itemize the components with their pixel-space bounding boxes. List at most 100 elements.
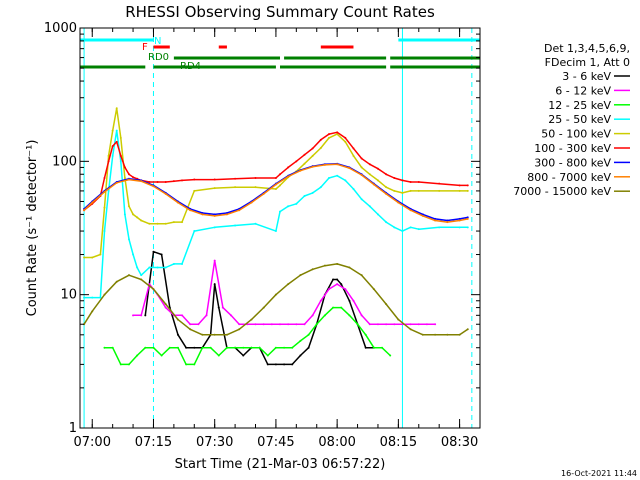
data-point-50-100-kev bbox=[115, 107, 118, 110]
data-point-6-12-kev bbox=[409, 323, 412, 326]
data-point-800-7000-kev bbox=[336, 163, 339, 166]
data-point-6-12-kev bbox=[393, 323, 396, 326]
data-point-3-6-kev bbox=[283, 363, 286, 366]
legend-header-line: FDecim 1, Att 0 bbox=[545, 56, 630, 69]
data-point-6-12-kev bbox=[303, 323, 306, 326]
data-point-50-100-kev bbox=[181, 221, 184, 224]
data-point-3-6-kev bbox=[213, 283, 216, 286]
data-point-25-50-kev bbox=[385, 221, 388, 224]
x-tick-label: 08:00 bbox=[318, 435, 355, 450]
data-point-6-12-kev bbox=[189, 323, 192, 326]
data-point-100-300-kev bbox=[385, 173, 388, 176]
data-point-50-100-kev bbox=[409, 189, 412, 192]
data-point-50-100-kev bbox=[140, 219, 143, 222]
data-point-3-6-kev bbox=[274, 363, 277, 366]
data-point-3-6-kev bbox=[217, 306, 220, 309]
data-point-50-100-kev bbox=[127, 205, 130, 208]
data-point-100-300-kev bbox=[319, 138, 322, 141]
data-point-7000-15000-kev bbox=[115, 280, 118, 283]
data-point-100-300-kev bbox=[279, 173, 281, 176]
data-point-50-100-kev bbox=[458, 189, 461, 192]
data-point-800-7000-kev bbox=[225, 213, 228, 216]
series-50-100-kev bbox=[83, 107, 469, 259]
data-point-12-25-kev bbox=[356, 323, 359, 326]
data-point-6-12-kev bbox=[213, 259, 216, 262]
data-point-6-12-kev bbox=[221, 306, 224, 309]
data-point-100-300-kev bbox=[287, 166, 290, 169]
data-point-6-12-kev bbox=[181, 314, 184, 317]
data-point-3-6-kev bbox=[332, 278, 335, 281]
data-point-50-100-kev bbox=[376, 179, 379, 182]
data-point-800-7000-kev bbox=[385, 192, 388, 195]
data-point-3-6-kev bbox=[307, 346, 310, 349]
data-point-50-100-kev bbox=[156, 222, 159, 225]
x-tick-label: 08:15 bbox=[380, 435, 417, 450]
data-point-6-12-kev bbox=[417, 323, 420, 326]
data-point-50-100-kev bbox=[119, 136, 122, 139]
data-point-800-7000-kev bbox=[409, 209, 412, 212]
series-line-12-25-kev bbox=[104, 306, 391, 366]
data-point-6-12-kev bbox=[425, 323, 428, 326]
series-6-12-kev bbox=[132, 259, 437, 326]
data-point-50-100-kev bbox=[368, 173, 371, 176]
series-line-100-300-kev bbox=[83, 131, 468, 211]
chart-title: RHESSI Observing Summary Count Rates bbox=[125, 3, 435, 21]
data-point-800-7000-kev bbox=[458, 219, 461, 222]
data-point-800-7000-kev bbox=[238, 209, 241, 212]
data-point-12-25-kev bbox=[299, 339, 302, 342]
data-point-50-100-kev bbox=[466, 189, 469, 192]
data-point-7000-15000-kev bbox=[421, 333, 424, 336]
data-point-7000-15000-kev bbox=[287, 283, 290, 286]
flag-label-n: N bbox=[154, 36, 161, 47]
data-point-3-6-kev bbox=[336, 278, 339, 281]
data-point-7000-15000-kev bbox=[152, 288, 155, 291]
data-point-100-300-kev bbox=[193, 178, 196, 181]
data-point-50-100-kev bbox=[213, 187, 216, 190]
data-point-100-300-kev bbox=[303, 153, 306, 156]
data-point-50-100-kev bbox=[83, 256, 86, 259]
data-point-800-7000-kev bbox=[176, 201, 179, 204]
data-point-12-25-kev bbox=[348, 314, 351, 317]
data-point-7000-15000-kev bbox=[323, 264, 326, 267]
data-point-7000-15000-kev bbox=[164, 303, 167, 306]
legend-label-25-50-kev: 25 - 50 keV bbox=[548, 113, 611, 126]
data-point-50-100-kev bbox=[103, 206, 106, 209]
data-point-12-25-kev bbox=[217, 354, 220, 357]
data-point-50-100-kev bbox=[132, 213, 135, 216]
data-point-300-800-kev bbox=[434, 217, 437, 220]
x-tick-label: 07:00 bbox=[74, 435, 111, 450]
data-point-25-50-kev bbox=[254, 222, 257, 225]
axes: 1 10 100 1000 07:00 07:15 07:30 07:45 08:00 08:15… bbox=[44, 21, 481, 450]
flag-bar-n: N bbox=[80, 36, 480, 47]
data-point-100-300-kev bbox=[344, 136, 347, 139]
data-point-12-25-kev bbox=[201, 346, 204, 349]
data-point-12-25-kev bbox=[389, 354, 392, 357]
data-point-25-50-kev bbox=[295, 202, 298, 205]
data-point-12-25-kev bbox=[364, 333, 367, 336]
data-point-800-7000-kev bbox=[372, 183, 375, 186]
data-point-100-300-kev bbox=[466, 184, 469, 187]
data-point-3-6-kev bbox=[340, 283, 343, 286]
data-point-7000-15000-kev bbox=[91, 310, 94, 313]
data-point-12-25-kev bbox=[274, 346, 277, 349]
data-point-25-50-kev bbox=[83, 296, 86, 299]
data-point-100-300-kev bbox=[336, 131, 339, 134]
data-point-6-12-kev bbox=[319, 299, 322, 302]
flag-label-rd4: RD4 bbox=[180, 61, 201, 72]
data-point-6-12-kev bbox=[279, 323, 281, 326]
data-point-100-300-kev bbox=[172, 180, 175, 183]
data-point-12-25-kev bbox=[332, 306, 335, 309]
data-point-800-7000-kev bbox=[311, 165, 314, 168]
data-point-100-300-kev bbox=[274, 176, 277, 179]
data-point-12-25-kev bbox=[176, 346, 179, 349]
data-point-6-12-kev bbox=[230, 314, 233, 317]
data-point-800-7000-kev bbox=[446, 221, 449, 224]
data-point-12-25-kev bbox=[168, 346, 171, 349]
flag-label-rd0: RD0 bbox=[148, 52, 169, 63]
data-point-7000-15000-kev bbox=[201, 333, 204, 336]
x-tick-label: 07:30 bbox=[196, 435, 233, 450]
data-point-800-7000-kev bbox=[189, 209, 192, 212]
series-800-7000-kev bbox=[83, 163, 469, 224]
data-point-50-100-kev bbox=[319, 146, 322, 149]
